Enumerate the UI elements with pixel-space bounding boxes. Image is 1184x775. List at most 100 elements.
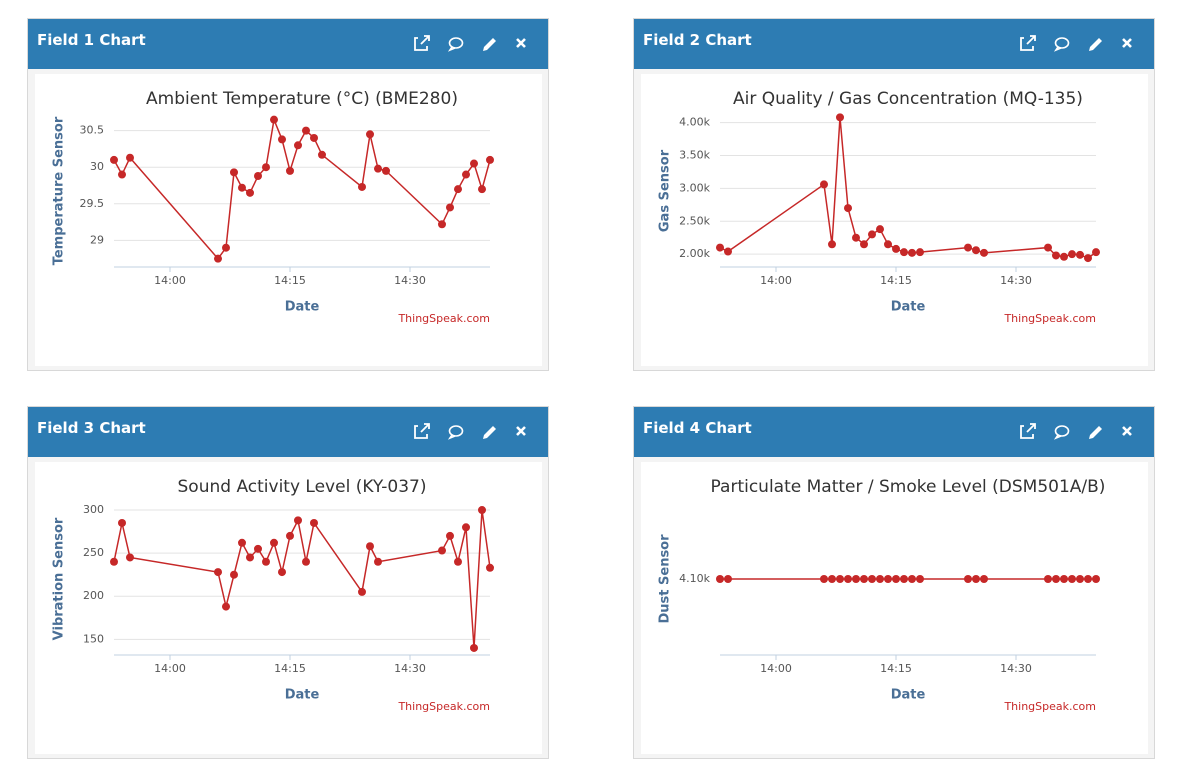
data-point [876, 575, 884, 583]
close-icon[interactable] [1122, 38, 1132, 48]
data-point [374, 557, 382, 566]
edit-icon[interactable] [483, 426, 496, 439]
data-point [876, 225, 884, 234]
x-tick-label: 14:30 [394, 274, 426, 287]
x-tick-label: 14:15 [880, 662, 912, 675]
credits: ThingSpeak.com [397, 312, 490, 325]
y-tick-label: 29.5 [80, 197, 105, 210]
x-axis-title: Date [285, 688, 320, 703]
data-point [470, 643, 478, 652]
edit-icon[interactable] [1089, 426, 1102, 439]
data-point [1092, 248, 1100, 257]
data-point [454, 185, 462, 194]
data-point [1076, 250, 1084, 259]
y-tick-label: 4.10k [679, 572, 710, 585]
y-tick-label: 150 [83, 632, 104, 645]
edit-icon[interactable] [1089, 38, 1102, 51]
data-point [964, 575, 972, 583]
data-point [844, 204, 852, 213]
edit-icon-shape [1089, 38, 1102, 51]
panel-header: Field 1 Chart [28, 19, 548, 69]
data-point [478, 506, 486, 515]
panel-icons [414, 35, 526, 52]
y-axis-title: Gas Sensor [658, 149, 673, 232]
data-point [1084, 254, 1092, 263]
comment-icon-tail [447, 46, 456, 52]
data-point [836, 575, 844, 583]
data-point [318, 150, 326, 159]
comment-icon-tail [1053, 46, 1062, 52]
data-point [1068, 250, 1076, 259]
chart-background [35, 462, 542, 754]
y-axis-title: Temperature Sensor [52, 116, 67, 265]
data-point [118, 518, 126, 527]
comment-icon-tail [447, 434, 456, 440]
data-point [302, 557, 310, 566]
data-point [358, 587, 366, 596]
open-icon-shape [1020, 423, 1036, 439]
data-point [214, 568, 222, 577]
data-point [908, 248, 916, 257]
chart-panel: Field 3 Chart Sound Activity Level (KY-03… [27, 406, 549, 759]
data-point [884, 240, 892, 249]
open-icon[interactable] [414, 35, 430, 51]
data-point [820, 575, 828, 583]
data-point [916, 575, 924, 583]
data-point [724, 575, 732, 583]
data-point [972, 575, 980, 583]
chart: Particulate Matter / Smoke Level (DSM501… [641, 462, 1148, 754]
chart-background [641, 462, 1148, 754]
data-point [294, 141, 302, 150]
data-point [844, 575, 852, 583]
data-point [836, 113, 844, 122]
panel-header: Field 4 Chart [634, 407, 1154, 457]
data-point [1084, 575, 1092, 583]
open-icon[interactable] [1020, 35, 1036, 51]
close-icon[interactable] [516, 426, 526, 436]
open-icon-shape [1020, 35, 1036, 51]
credits: ThingSpeak.com [1003, 700, 1096, 713]
comment-icon[interactable] [447, 37, 464, 52]
panel-title: Field 3 Chart [37, 419, 146, 437]
chart: Sound Activity Level (KY-037) Vibration S… [35, 462, 542, 754]
chart: Air Quality / Gas Concentration (MQ-135)… [641, 74, 1148, 366]
credits: ThingSpeak.com [1003, 312, 1096, 325]
chart-panel: Field 2 Chart Air Quality / Gas Concentra… [633, 18, 1155, 371]
data-point [892, 575, 900, 583]
close-icon[interactable] [1122, 426, 1132, 436]
comment-icon[interactable] [1053, 425, 1070, 440]
data-point [286, 166, 294, 175]
chart-background [35, 74, 542, 366]
comment-icon[interactable] [1053, 37, 1070, 52]
data-point [278, 568, 286, 577]
open-icon[interactable] [414, 423, 430, 439]
panel-header: Field 2 Chart [634, 19, 1154, 69]
data-point [438, 546, 446, 555]
data-point [908, 575, 916, 583]
data-point [860, 240, 868, 249]
comment-icon-tail [1053, 434, 1062, 440]
edit-icon[interactable] [483, 38, 496, 51]
data-point [828, 240, 836, 249]
data-point [868, 230, 876, 239]
close-icon-shape [1122, 38, 1132, 48]
data-point [462, 523, 470, 532]
open-icon[interactable] [1020, 423, 1036, 439]
y-tick-label: 30 [90, 160, 104, 173]
comment-icon[interactable] [447, 425, 464, 440]
y-axis-title: Vibration Sensor [52, 517, 67, 640]
data-point [900, 248, 908, 257]
data-point [270, 538, 278, 547]
data-point [438, 220, 446, 229]
data-point [1044, 575, 1052, 583]
data-point [278, 135, 286, 144]
data-point [110, 557, 118, 566]
close-icon[interactable] [516, 38, 526, 48]
x-tick-label: 14:15 [274, 662, 306, 675]
data-point [126, 153, 134, 162]
data-point [286, 531, 294, 540]
data-point [446, 203, 454, 212]
data-point [1052, 575, 1060, 583]
data-line [113, 509, 491, 649]
